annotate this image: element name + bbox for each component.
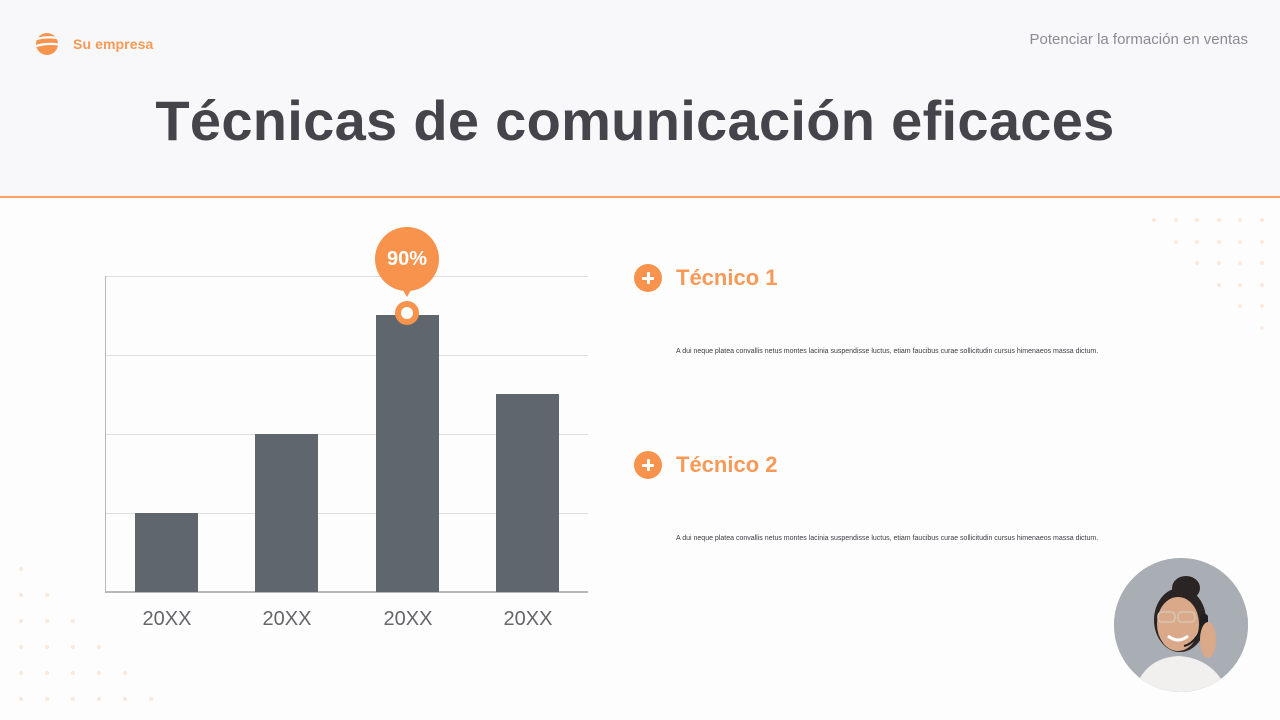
header-band — [0, 0, 1280, 196]
dot — [19, 567, 23, 571]
dot — [1238, 282, 1242, 287]
dot — [97, 671, 101, 675]
plus-circle-icon — [634, 451, 662, 479]
technique-title: Técnico 1 — [676, 265, 778, 290]
dot — [123, 697, 127, 701]
gridline — [105, 513, 588, 514]
dot — [1216, 218, 1221, 222]
avatar-photo — [1114, 558, 1248, 692]
dot — [1173, 239, 1178, 244]
dot — [45, 593, 49, 597]
dot — [45, 671, 49, 675]
callout-pointer — [400, 285, 414, 297]
chart-bar — [496, 394, 559, 592]
page-title: Técnicas de comunicación eficaces — [155, 89, 1115, 152]
dot — [1259, 239, 1264, 244]
dot — [45, 645, 49, 649]
y-axis — [105, 276, 106, 592]
gridline — [105, 434, 588, 435]
dot — [19, 697, 23, 701]
technique-2: Técnico 2 A dui neque platea convallis n… — [634, 451, 1098, 542]
brand: Su empresa — [35, 32, 153, 56]
dot — [71, 671, 75, 675]
plus-circle-icon — [634, 264, 662, 292]
dot — [149, 697, 153, 701]
deck-subtitle: Potenciar la formación en ventas — [1029, 31, 1248, 48]
dot — [45, 697, 49, 701]
dot — [1173, 218, 1178, 222]
technique-1: Técnico 1 A dui neque platea convallis n… — [634, 264, 1098, 355]
dot — [1216, 282, 1221, 287]
dot — [1216, 239, 1221, 244]
technique-body: A dui neque platea convallis netus monte… — [676, 348, 1099, 355]
chart-bar — [255, 434, 318, 592]
dot — [1195, 239, 1199, 244]
dot — [1238, 304, 1242, 308]
dot — [19, 645, 23, 649]
striped-sphere-icon — [36, 33, 58, 55]
dot — [1238, 261, 1242, 265]
chart-bar — [135, 513, 198, 592]
dot — [1195, 261, 1199, 265]
dot — [1259, 282, 1264, 287]
dot — [71, 619, 75, 623]
callout-label: 90% — [375, 227, 439, 291]
dot — [97, 697, 101, 701]
dot — [97, 645, 101, 649]
person-headset-illustration — [1114, 558, 1248, 692]
bar-chart: 20XX 20XX 20XX 20XX — [105, 276, 588, 630]
callout-marker-icon — [395, 301, 419, 325]
x-axis — [105, 591, 588, 593]
dot — [1152, 218, 1156, 222]
x-tick-label: 20XX — [142, 608, 192, 630]
header-divider — [0, 196, 1280, 198]
dot — [1238, 239, 1242, 244]
x-tick-label: 20XX — [262, 608, 312, 630]
dot — [71, 697, 75, 701]
dot — [1195, 218, 1199, 222]
gridline — [105, 276, 588, 277]
dot — [1216, 261, 1221, 265]
technique-body: A dui neque platea convallis netus monte… — [676, 535, 1099, 542]
x-tick-label: 20XX — [503, 608, 553, 630]
dot — [71, 645, 75, 649]
dot — [1259, 261, 1264, 265]
value-callout: 90% — [374, 227, 440, 327]
chart-bar — [376, 315, 439, 592]
dot — [19, 671, 23, 675]
gridline — [105, 355, 588, 356]
dot — [1259, 218, 1264, 222]
technique-title: Técnico 2 — [676, 452, 778, 477]
x-tick-label: 20XX — [383, 608, 433, 630]
dot — [1259, 304, 1264, 308]
dot — [19, 619, 23, 623]
dot — [1259, 325, 1264, 330]
brand-name: Su empresa — [73, 36, 154, 52]
dot — [45, 619, 49, 623]
dot — [19, 593, 23, 597]
dot — [123, 671, 127, 675]
dot — [1238, 218, 1242, 222]
